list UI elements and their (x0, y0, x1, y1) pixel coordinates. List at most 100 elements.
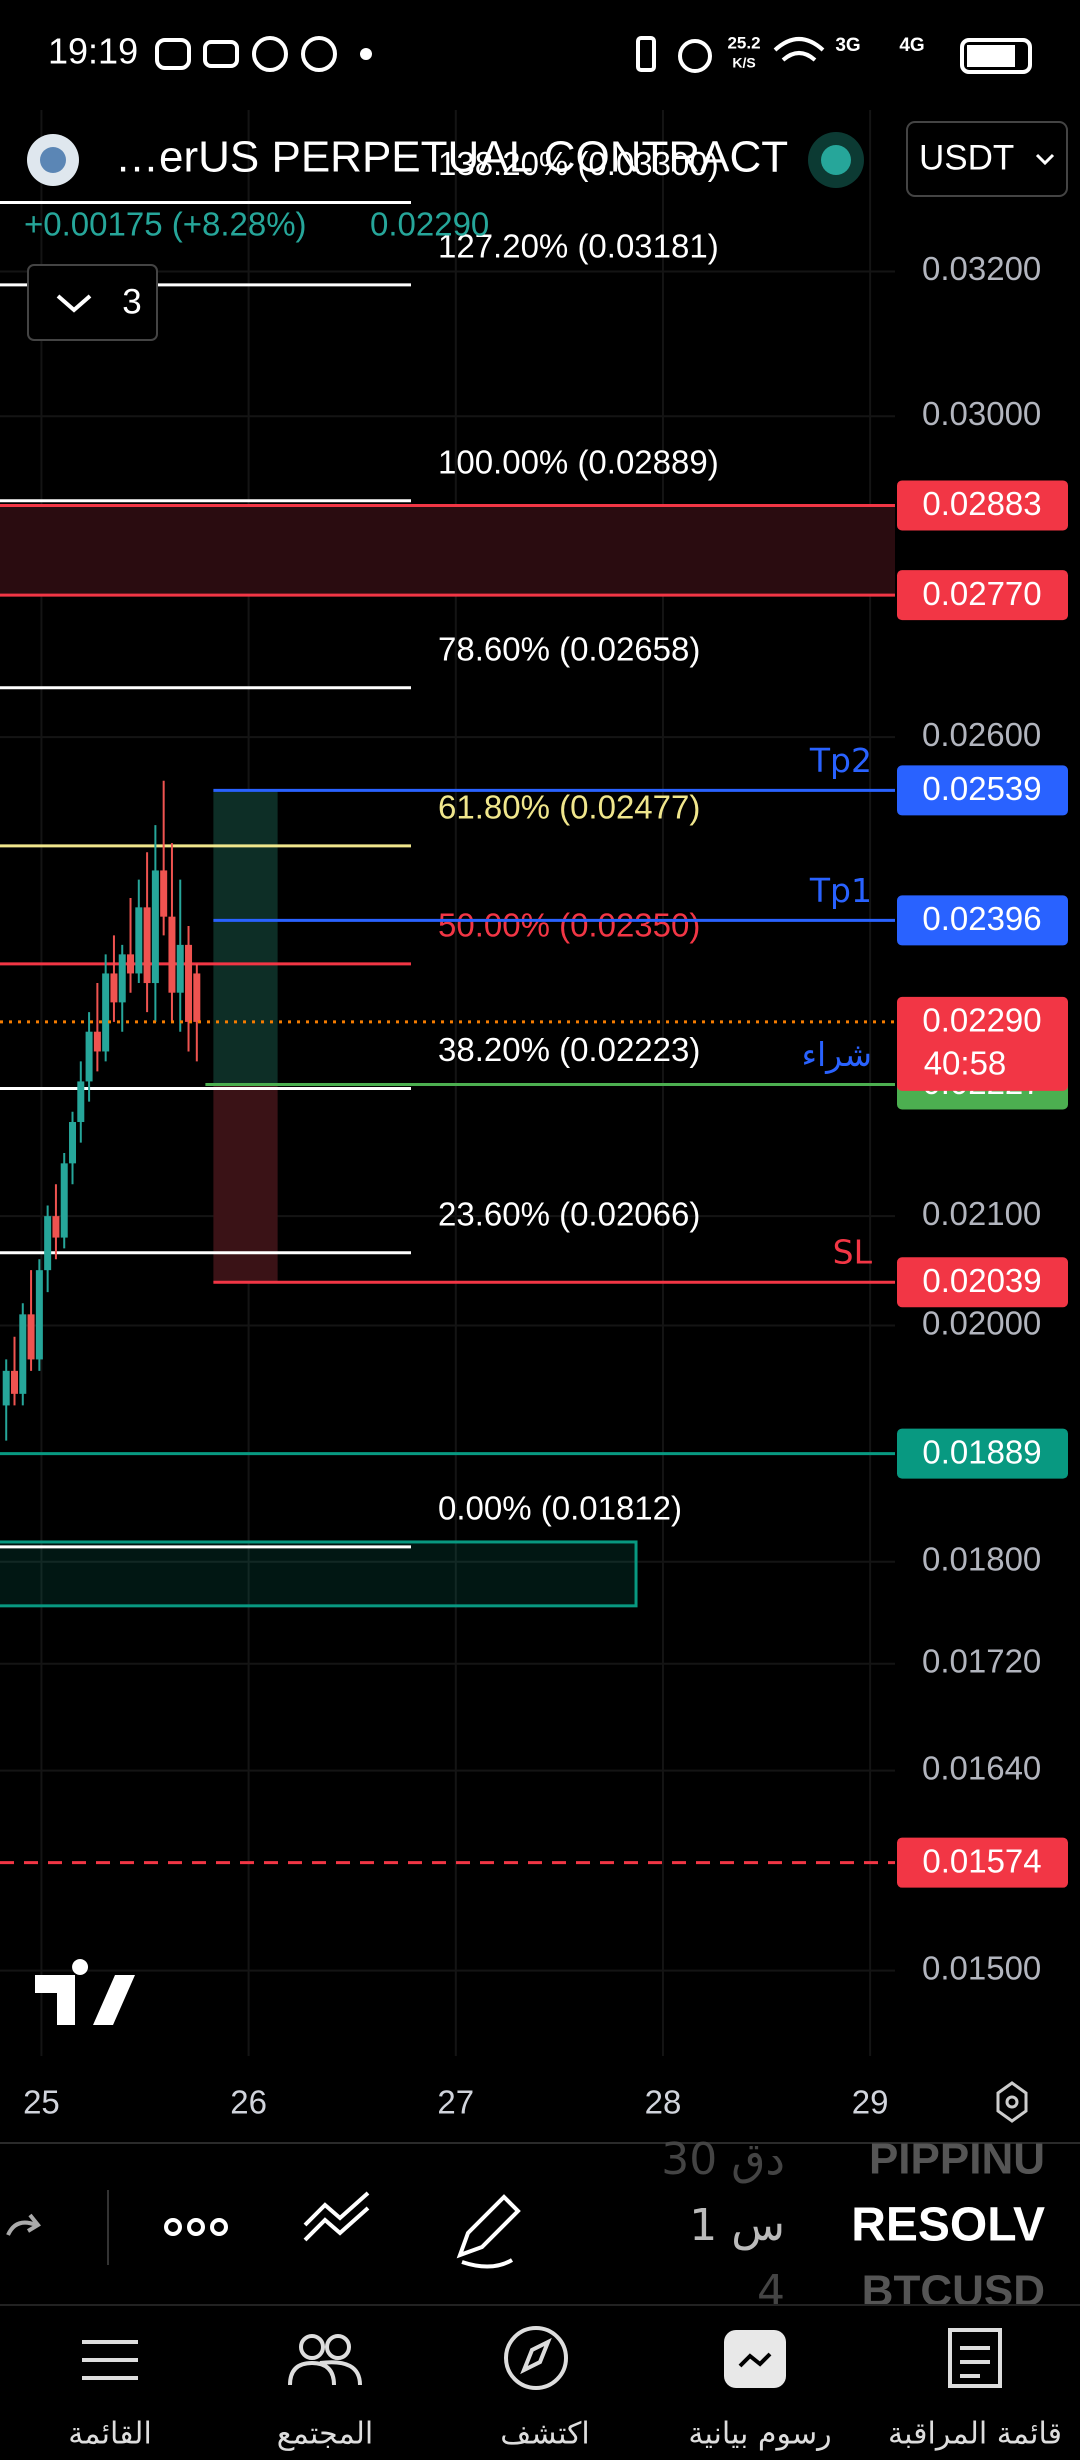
y-tick-label: 0.03000 (922, 395, 1041, 432)
watch-symbol: RESOLV (851, 2199, 1045, 2252)
price-label: 0.02039 (922, 1262, 1041, 1299)
nav-label: المجتمع (277, 2417, 374, 2452)
candle-body (27, 1314, 35, 1360)
candle-body (52, 1216, 60, 1238)
nav-label: رسوم بيانية (688, 2417, 831, 2452)
candle-body (110, 973, 118, 1003)
candle-body (77, 1081, 85, 1123)
fib-label: 127.20% (0.03181) (438, 228, 719, 265)
tv-logo (35, 1959, 135, 2025)
currency: USDT (919, 138, 1014, 177)
line-tag: شراء (801, 1035, 872, 1074)
y-tick-label: 0.02600 (922, 716, 1041, 753)
y-tick-label: 0.01720 (922, 1642, 1041, 1679)
price-label-box (897, 1257, 1068, 1308)
nav-label: اكتشف (500, 2417, 590, 2452)
chevron (1035, 153, 1055, 166)
candle-body (2, 1370, 10, 1406)
clock: 19:19 (48, 31, 138, 72)
symbol-title[interactable]: …erUS PERPETUAL CONTRACT (115, 133, 788, 182)
candle-body (151, 870, 159, 984)
indicator-count: 3 (122, 282, 141, 321)
price-label-box (897, 570, 1068, 621)
status-icons (155, 36, 337, 72)
candle-body (143, 907, 151, 984)
fib-label: 78.60% (0.02658) (438, 630, 700, 667)
dot (360, 48, 372, 60)
box-zone (0, 1540, 638, 1608)
candle-body (135, 907, 143, 974)
price-label-box (897, 996, 1068, 1091)
fib-label: 23.60% (0.02066) (438, 1195, 700, 1232)
settings-dot (1005, 2095, 1019, 2109)
redo[interactable] (6, 2213, 41, 2236)
watch-interval: 1 س (689, 2200, 785, 2251)
x-tick-label: 26 (230, 2084, 267, 2121)
candle-body (19, 1314, 27, 1394)
profit-zone (213, 790, 278, 1085)
candle-body (11, 1370, 19, 1394)
price-label: 0.02539 (922, 770, 1041, 807)
currency-select[interactable] (906, 121, 1068, 197)
toolbar-icons[interactable] (164, 2191, 521, 2269)
watchlist: PIPPINU 30 دق RESOLV 1 س BTCUSD 4 (661, 2134, 1045, 2317)
line-tag: Tp1 (809, 871, 872, 910)
price-label-box (897, 1837, 1068, 1888)
speed-unit: K/S (732, 55, 755, 71)
candle-body (185, 944, 193, 1022)
watch-symbol: BTCUSD (862, 2267, 1045, 2316)
candle-body (60, 1163, 68, 1238)
nav-label: القائمة (68, 2417, 152, 2452)
chevron (56, 294, 92, 313)
y-tick-label: 0.02000 (922, 1304, 1041, 1341)
speed: 25.2 (727, 33, 760, 52)
candle-body (69, 1122, 77, 1164)
candle-body (44, 1216, 52, 1271)
candle-body (160, 870, 168, 917)
system-icons (636, 36, 1032, 74)
price-label-box (897, 765, 1068, 816)
y-tick-label: 0.03200 (922, 250, 1041, 287)
watch-symbol: PIPPINU (869, 2135, 1045, 2184)
candle-body (102, 973, 110, 1052)
network: 4G (899, 35, 924, 56)
candle-body (85, 1031, 93, 1082)
nav: القائمة المجتمع اكتشف رسوم بيانية قائمة المر… (68, 2417, 1062, 2452)
last-price: 0.02290 (370, 206, 489, 243)
price-label: 0.02770 (922, 575, 1041, 612)
x-tick-label: 27 (437, 2084, 474, 2121)
price-change: +0.00175 (+8.28%) (24, 206, 307, 243)
candle-body (176, 944, 184, 993)
fib-label: 38.20% (0.02223) (438, 1031, 700, 1068)
fib-label: 100.00% (0.02889) (438, 444, 719, 481)
network: 3G (835, 35, 860, 56)
x-tick-label: 25 (23, 2084, 60, 2121)
symbol-logo-inner (40, 147, 66, 173)
y-tick-label: 0.02100 (922, 1195, 1041, 1232)
zone (0, 505, 895, 596)
fib-label: 0.00% (0.01812) (438, 1490, 682, 1527)
fib-label: 138.20% (0.03300) (438, 145, 719, 182)
line-tag: SL (833, 1233, 873, 1272)
fib-label: 61.80% (0.02477) (438, 789, 700, 826)
candle-body (127, 954, 135, 974)
price-label-box (897, 480, 1068, 531)
price-label: 0.02883 (922, 485, 1041, 522)
settings[interactable] (996, 2081, 1028, 2123)
price-label: 0.01889 (922, 1433, 1041, 1470)
watch-interval: 4 (757, 2266, 785, 2317)
price-label-box (897, 895, 1068, 946)
watch-interval: 30 دق (661, 2134, 785, 2185)
candle-body (93, 1031, 101, 1052)
y-tick-label: 0.01500 (922, 1949, 1041, 1986)
chart: 0.03200 0.03000 0.02600 0.02100 0.02000 0.018… (0, 110, 1068, 2121)
indicators-toggle[interactable] (27, 264, 158, 341)
market-status-dot (821, 145, 851, 175)
candle-body (118, 954, 126, 1003)
nav-icons[interactable] (82, 2326, 1002, 2390)
y-tick-label: 0.01640 (922, 1749, 1041, 1786)
x-tick-label: 29 (852, 2084, 889, 2121)
